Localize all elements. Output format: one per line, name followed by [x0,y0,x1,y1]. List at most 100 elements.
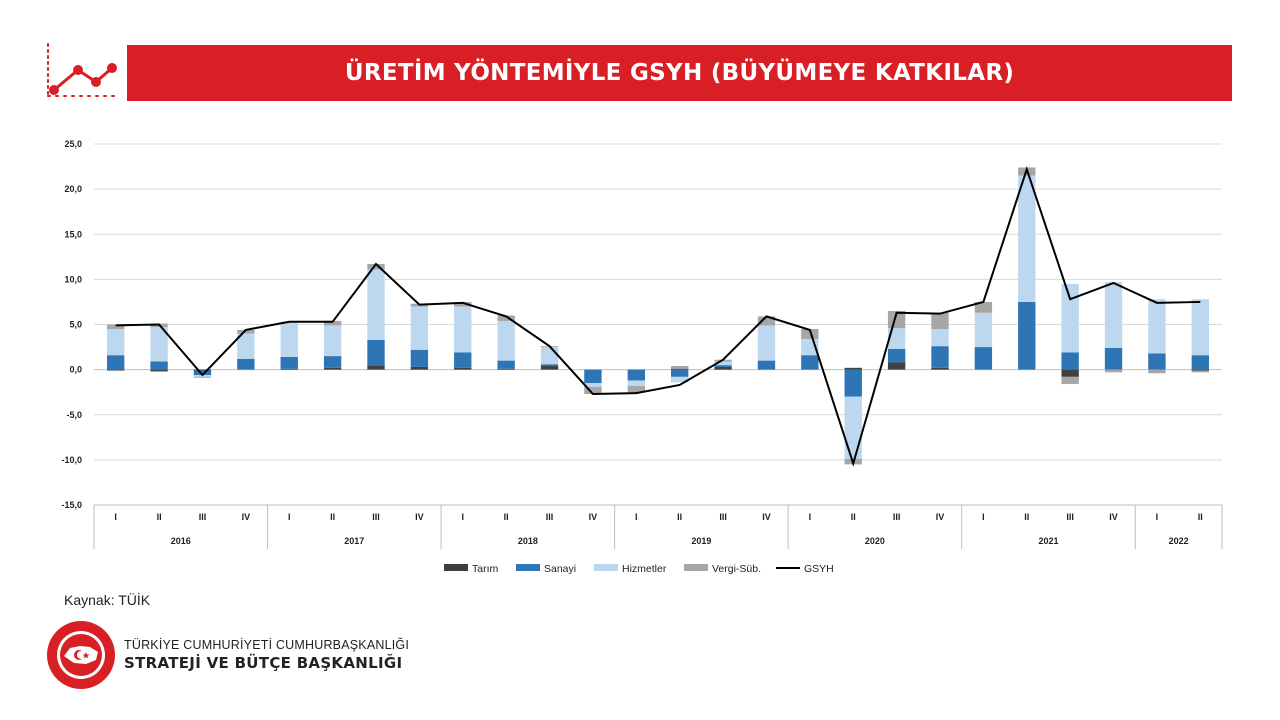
bar-segment [974,301,993,313]
bar-segment [150,369,168,372]
bar-segment [627,385,645,393]
x-tick-label: II [330,512,335,522]
x-year-label: 2021 [1038,536,1058,546]
x-year-label: 2016 [171,536,191,546]
bar-segment [1191,369,1209,371]
bar-segment [454,367,472,370]
x-tick-label: I [809,512,812,522]
bar-segment [931,329,949,347]
bar-segment [714,366,732,370]
bar-segment [1061,369,1079,377]
bar-segment [931,346,949,368]
chart-axes: -15,0-10,0-5,00,05,010,015,020,025,0I II I… [61,139,1223,549]
source-note: Kaynak: TÜİK [64,592,151,608]
y-tick-label: 5,0 [69,320,82,330]
bar-segment [887,328,906,349]
bar-segment [974,347,993,370]
bar-segment [1104,347,1123,370]
y-tick-label: 10,0 [64,274,82,284]
bar-segment [887,362,906,370]
x-year-label: 2018 [518,536,538,546]
x-tick-label: II [1024,512,1029,522]
y-tick-label: 15,0 [64,229,82,239]
x-tick-label: III [1066,512,1074,522]
bar-segment [844,369,862,397]
bar-segment [1061,283,1079,353]
bar-segment [1148,369,1166,374]
x-year-label: 2020 [865,536,885,546]
bar-segment [1191,370,1209,373]
bar-segment [801,355,819,370]
bar-segment [887,348,906,363]
x-tick-label: III [719,512,727,522]
bar-segment [974,312,993,348]
x-tick-label: IV [415,512,424,522]
org-name-line1: TÜRKİYE CUMHURİYETİ CUMHURBAŞKANLIĞI [124,638,410,652]
bar-segment [1191,355,1209,370]
x-tick-label: III [546,512,554,522]
chart-legend: Tarım Sanayi Hizmetler Vergi-Süb. GSYH [444,563,834,575]
bar-segment [671,366,689,369]
y-tick-label: -15,0 [61,500,82,510]
bar-segment [1061,376,1079,385]
bar-segment [1104,282,1123,348]
bar-segment [1191,299,1209,356]
bar-segment [323,325,342,357]
bar-segment [323,356,342,368]
bar-segment [107,324,125,330]
bar-segment [410,349,429,367]
bar-segment [107,329,125,356]
bar-segment [1104,369,1123,373]
bar-segment [193,369,212,371]
legend-label: Vergi-Süb. [712,563,761,575]
bar-segment [584,369,602,384]
x-tick-label: III [893,512,901,522]
gdp-contribution-chart: -15,0-10,0-5,00,05,010,015,020,025,0I II I… [61,139,1223,575]
bar-segment [237,358,255,370]
x-tick-label: I [114,512,117,522]
x-tick-label: II [851,512,856,522]
bar-segment [107,355,125,370]
chart-line [115,166,1201,467]
bar-segment [584,386,602,394]
presidency-seal-icon [47,621,115,689]
legend-swatch [444,564,468,571]
bar-segment [107,369,125,371]
bar-segment [627,369,645,381]
legend-swatch [594,564,618,571]
chart-bars [107,167,1209,465]
y-tick-label: -5,0 [66,410,82,420]
chart-gridlines [94,143,1222,506]
bar-segment [844,367,862,370]
x-tick-label: II [504,512,509,522]
bar-segment [367,339,385,367]
y-tick-label: 20,0 [64,184,82,194]
bar-segment [237,329,255,334]
bar-segment [844,396,862,459]
x-year-label: 2022 [1169,536,1189,546]
bar-segment [757,360,776,370]
bar-segment [454,306,472,353]
x-tick-label: IV [1109,512,1118,522]
bar-segment [280,322,298,357]
bar-segment [497,315,515,321]
x-tick-label: I [1156,512,1159,522]
x-year-label: 2019 [691,536,711,546]
bar-segment [627,380,645,386]
bar-segment [887,310,906,329]
page-title: ÜRETİM YÖNTEMİYLE GSYH (BÜYÜMEYE KATKILA… [127,45,1232,101]
bar-segment [410,366,429,370]
x-tick-label: II [157,512,162,522]
x-tick-label: IV [589,512,598,522]
bar-segment [150,361,168,370]
bar-segment [1148,353,1166,370]
bar-segment [193,376,212,378]
x-tick-label: I [462,512,465,522]
x-tick-label: IV [242,512,251,522]
bar-segment [757,316,776,326]
bar-segment [1148,299,1166,354]
bar-segment [410,306,429,350]
bar-segment [714,361,732,366]
legend-label: Tarım [472,563,499,575]
bar-segment [150,327,168,362]
